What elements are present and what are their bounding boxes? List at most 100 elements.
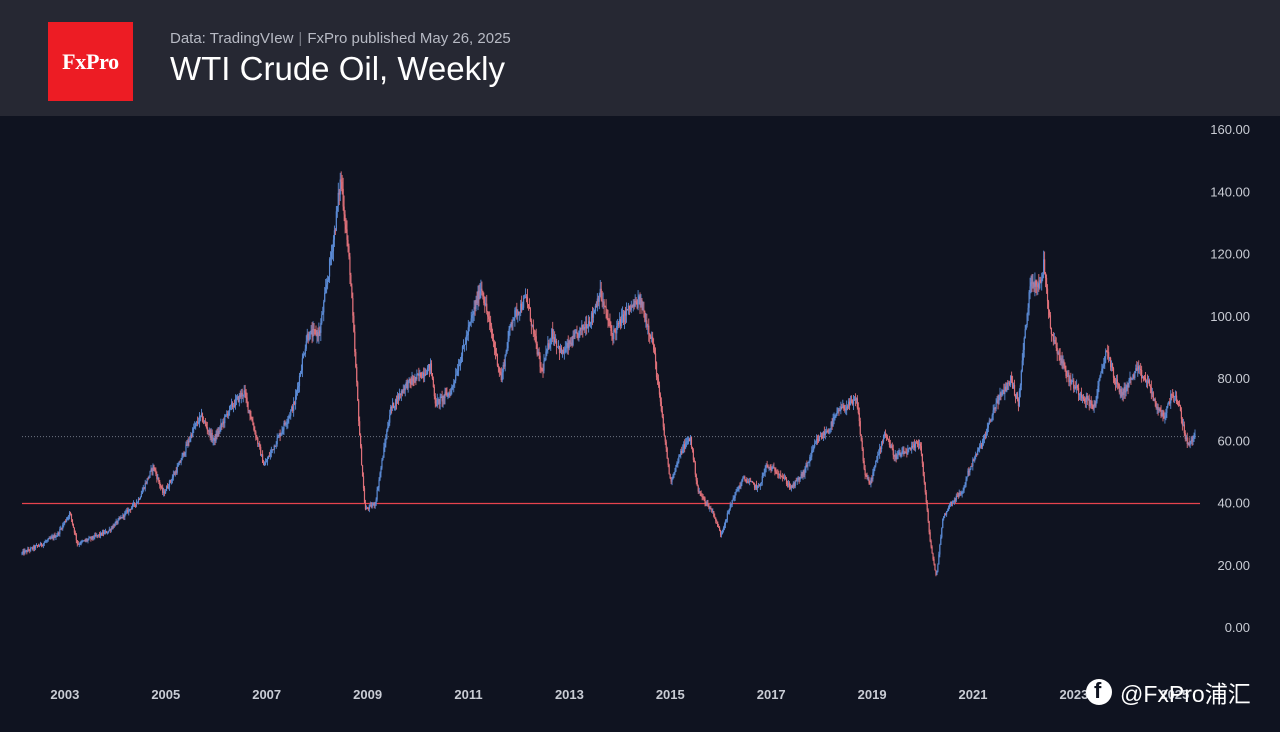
candle-body [197, 422, 200, 424]
candle-body [169, 480, 172, 482]
candle-body [1009, 382, 1011, 385]
candle-body [176, 466, 178, 473]
candle-body [774, 468, 776, 472]
candle-body [260, 446, 262, 456]
price-chart[interactable]: 160.00 140.00 120.00 100.00 80.00 60.00 40.00 2… [0, 116, 1280, 732]
candle-body [487, 311, 489, 317]
candle-body [439, 396, 441, 404]
candle-body [560, 347, 563, 354]
candle-body [1062, 361, 1064, 364]
candle-body [459, 361, 462, 366]
candle-body [1126, 385, 1128, 391]
candle-body [977, 450, 979, 456]
candle-body [22, 550, 24, 553]
candle-body [655, 362, 658, 378]
candle-body [149, 471, 151, 476]
candle-body [243, 390, 245, 395]
candle-body [1164, 417, 1166, 419]
candle-body [107, 530, 109, 533]
candle-body [1028, 292, 1030, 308]
candle-body [764, 467, 766, 473]
candle-body [242, 394, 244, 396]
candle-body [818, 436, 821, 441]
candle-body [851, 400, 854, 405]
candle-body [1015, 393, 1018, 398]
candle-body [1111, 363, 1114, 369]
candle-body [1187, 442, 1189, 444]
candle-body [34, 546, 36, 549]
candle-body [657, 378, 660, 386]
candle-body [184, 452, 186, 456]
candle-body [591, 313, 594, 318]
candle-body [263, 464, 266, 466]
candle-body [940, 537, 942, 545]
candle-body [1001, 390, 1003, 396]
candle-body [576, 332, 578, 334]
candle-body [229, 405, 232, 407]
candle-body [881, 441, 883, 449]
candle-body [517, 312, 519, 316]
candle-body [718, 527, 721, 531]
candle-body [66, 519, 68, 522]
candle-body [589, 323, 592, 325]
candle-body [248, 410, 250, 411]
candle-body [352, 298, 354, 316]
candle-body [800, 474, 802, 478]
candle-body [220, 423, 222, 428]
candle-body [801, 474, 803, 477]
candle-body [81, 541, 83, 542]
candle-body [69, 512, 72, 515]
candle-body [186, 444, 188, 446]
candle-body [769, 466, 771, 468]
candle-body [943, 516, 945, 519]
candle-body [1168, 401, 1170, 405]
candle-body [897, 454, 899, 456]
candle-body [679, 454, 681, 457]
candle-body [838, 410, 840, 412]
candle-body [135, 502, 138, 505]
candle-body [776, 473, 778, 475]
candle-body [876, 459, 878, 461]
candle-body [1106, 350, 1108, 352]
candle-body [109, 529, 111, 531]
candle-body [445, 392, 447, 394]
x-tick-label: 2023 [1059, 687, 1088, 702]
candle-body [336, 206, 338, 212]
candle-body [830, 422, 832, 429]
candle-body [825, 431, 827, 434]
candle-body [270, 450, 272, 453]
candle-body [216, 433, 218, 436]
candle-body [392, 402, 394, 408]
candle-body [927, 510, 929, 522]
candle-body [779, 474, 781, 476]
candle-body [668, 464, 670, 475]
candle-body [1003, 389, 1005, 394]
y-axis: 160.00 140.00 120.00 100.00 80.00 60.00 40.00 2… [1210, 122, 1250, 635]
candle-body [345, 224, 347, 230]
candle-body [57, 532, 59, 536]
candle-body [437, 399, 439, 401]
candle-body [318, 330, 320, 337]
candle-body [363, 488, 366, 503]
candle-body [75, 534, 77, 541]
candle-body [1027, 307, 1029, 314]
candle-body [360, 435, 362, 447]
candle-body [357, 382, 359, 401]
candle-body [498, 367, 500, 372]
candle-body [1170, 394, 1172, 404]
candle-body [1046, 288, 1049, 302]
candle-body [377, 487, 379, 491]
candle-body [1085, 395, 1087, 402]
candle-body [559, 347, 562, 353]
candle-body [684, 444, 686, 449]
candle-body [760, 482, 762, 484]
candle-body [834, 416, 836, 418]
candle-body [261, 454, 263, 456]
candle-body [579, 327, 581, 331]
candle-body [221, 423, 223, 425]
candle-body [648, 325, 650, 334]
candle-body [404, 384, 406, 391]
candle-body [262, 462, 265, 466]
candle-body [599, 288, 601, 296]
candle-body [1180, 410, 1183, 419]
